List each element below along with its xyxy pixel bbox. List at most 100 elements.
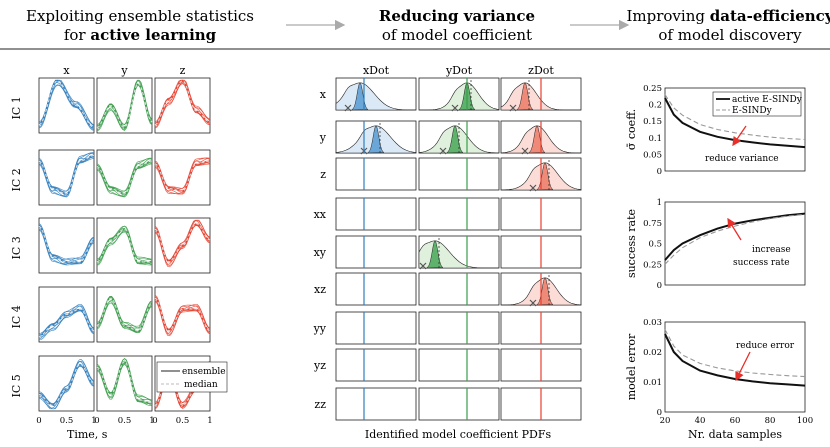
series-active-esindy [664, 333, 806, 387]
pdf-cell [418, 387, 500, 421]
annotation-increase: increase [752, 245, 791, 255]
legend-ensemble-label: ensemble [182, 367, 226, 377]
arrow-reduce-variance [732, 125, 747, 147]
chart-ytick: 0.2 [648, 101, 662, 111]
chart-ytick: 0.05 [643, 150, 662, 160]
ensemble-row-label: IC 2 [10, 168, 23, 191]
chart-xtick: 40 [695, 416, 706, 426]
pdf-true-marker [509, 104, 517, 112]
ensemble-trajectory [38, 360, 95, 410]
ensemble-trajectory [38, 224, 95, 265]
pdf-true-marker [529, 184, 537, 192]
series-esindy [664, 94, 806, 141]
ensemble-trajectory [38, 364, 95, 407]
pdf-cell [418, 157, 500, 191]
chart-ylabel: success rate [625, 209, 638, 278]
ensemble-median [96, 160, 153, 195]
ensemble-median [38, 154, 95, 195]
ensemble-xtick: 0.5 [118, 416, 132, 426]
pdf-active-density [446, 125, 464, 154]
header-mid-line2: of model coefficient [382, 26, 532, 44]
chart-ytick: 0.75 [643, 219, 662, 229]
chart-xtick: 80 [765, 416, 776, 426]
header-mid-line1: Reducing variance [379, 7, 535, 25]
pdf-caption: Identified model coefficient PDFs [365, 428, 552, 441]
metric-chart-2: 0 0.25 0.5 0.75 1 success rate increase success… [625, 198, 806, 291]
chart-ytick: 0.25 [643, 84, 662, 94]
annotation-reduce-variance: reduce variance [705, 154, 779, 164]
pdf-row-zz: zz [314, 398, 326, 411]
series-active-esindy [664, 97, 806, 149]
pdf-row-xx: xx [314, 208, 327, 221]
annotation-success-rate: success rate [733, 258, 790, 268]
chart-frame [664, 321, 806, 413]
pdf-row-z: z [320, 168, 326, 181]
ensemble-panel: x y zIC 1IC 2IC 3IC 4IC 50 0.5 10 0.5 10 0.5 1en… [10, 64, 228, 426]
header-left-line2: for active learning [64, 26, 217, 44]
chart-ytick: 0.02 [643, 348, 662, 358]
chart-ytick: 0.1 [648, 134, 662, 144]
chart-xtick: 60 [730, 416, 741, 426]
chart-ytick: 0 [657, 281, 662, 291]
ensemble-xtick: 0 [36, 416, 41, 426]
ensemble-trajectory [96, 300, 153, 329]
ensemble-trajectory [96, 83, 153, 131]
ensemble-row-label: IC 4 [10, 305, 23, 328]
ensemble-trajectory [96, 231, 153, 263]
pdf-cell [335, 311, 417, 345]
ensemble-row-label: IC 5 [10, 374, 23, 397]
pdf-cell [335, 387, 417, 421]
metrics-panel: 0 0.05 0.1 0.15 0.2 0.25 σ̄ coeff. active E-SIN… [625, 84, 813, 441]
ensemble-median [96, 228, 152, 263]
pdf-cell [335, 272, 417, 306]
ensemble-median [96, 360, 153, 404]
series-active-esindy [664, 212, 806, 261]
chart-ytick: 1 [657, 198, 662, 208]
ensemble-trajectory [154, 296, 211, 335]
series-esindy [664, 329, 806, 378]
pdf-active-density [367, 125, 385, 154]
chart-ytick: 0.01 [643, 378, 662, 388]
pdf-true-marker [419, 262, 427, 270]
pdf-true-marker [344, 104, 352, 112]
pdf-column-xDot: xDot [363, 64, 390, 77]
legend-active-esindy: active E-SINDy [732, 95, 803, 105]
pdf-density [419, 82, 500, 111]
ensemble-column-z: z [180, 64, 186, 77]
pdf-true-marker [439, 147, 447, 155]
ensemble-median [154, 160, 211, 192]
arrow-reduce-error [735, 351, 751, 382]
pdf-cell [335, 235, 417, 269]
pdf-true-marker [451, 104, 459, 112]
ensemble-trajectory [154, 157, 211, 195]
pdf-active-density [426, 240, 444, 269]
ensemble-median [154, 297, 211, 332]
series-esindy [664, 213, 806, 265]
ensemble-xtick: 0 [94, 416, 99, 426]
pdf-cell [418, 272, 500, 306]
ensemble-cell [96, 77, 153, 134]
ensemble-median [154, 223, 211, 263]
ensemble-trajectory [96, 157, 153, 197]
ensemble-median [38, 225, 95, 263]
legend-esindy: E-SINDy [732, 106, 773, 116]
ensemble-trajectory [38, 305, 95, 336]
chart-xtick: 20 [660, 416, 671, 426]
chart-ylabel: σ̄ coeff. [625, 109, 638, 150]
chart-frame [664, 201, 806, 286]
pdf-active-density [516, 82, 534, 111]
ensemble-legend: ensemble median [156, 361, 228, 393]
pdf-cell [418, 348, 500, 382]
ensemble-trajectory [96, 157, 153, 198]
ensemble-median [38, 80, 95, 129]
ensemble-trajectory [96, 363, 153, 401]
annotation-reduce-error: reduce error [736, 341, 795, 351]
ensemble-xtick: 0.5 [176, 416, 190, 426]
ensemble-cell [96, 286, 153, 343]
arrow-increase-success [727, 217, 742, 241]
pdf-true-marker [521, 147, 529, 155]
ensemble-row-label: IC 3 [10, 236, 23, 259]
metric-chart-3: 0 0.01 0.02 0.03 model error 20 40 60 80 100 Nr. d… [625, 318, 813, 441]
ensemble-median [154, 80, 211, 126]
chart-ytick: 0 [657, 408, 662, 418]
